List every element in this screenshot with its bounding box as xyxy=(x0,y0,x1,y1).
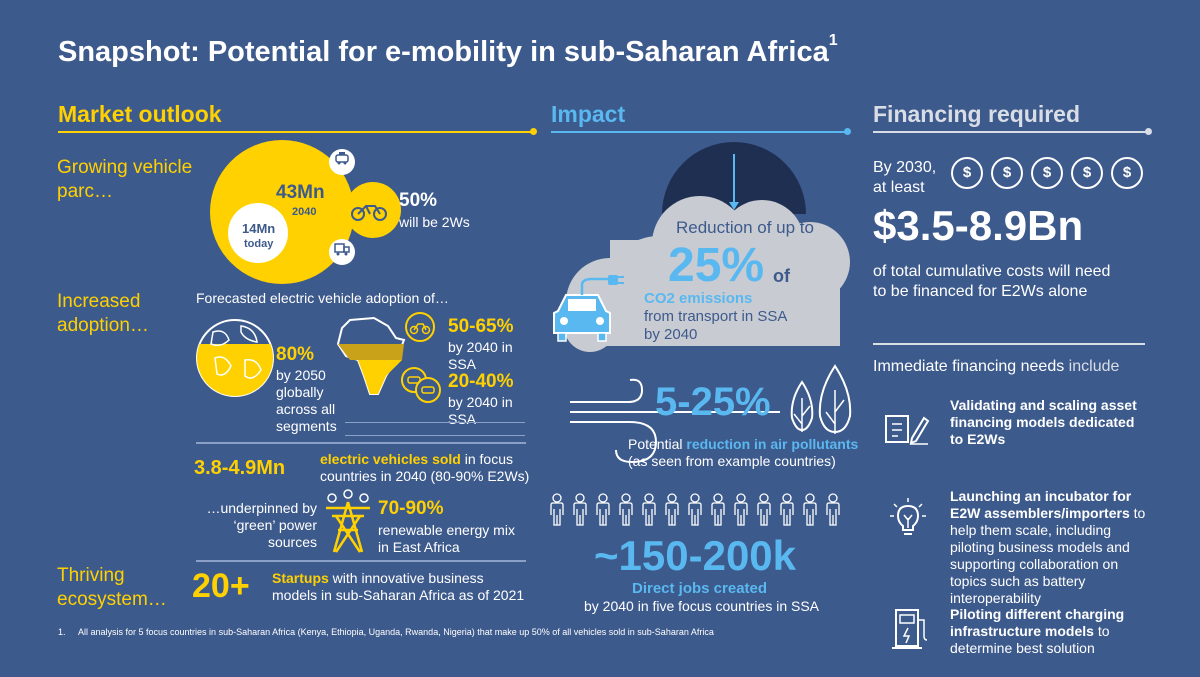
parc-today-label: today xyxy=(244,238,274,250)
cars-circle-icon xyxy=(401,367,441,403)
financing-text1: of total cumulative costs will need xyxy=(873,263,1111,280)
startups-text: Startups with innovative business models… xyxy=(272,570,525,603)
two-wheeler-share: 50% xyxy=(399,190,438,211)
ssa-other-adoption-text: by 2040 in SSA xyxy=(448,394,513,427)
motorbike-icon xyxy=(351,198,387,227)
co2-line1: Reduction of up to xyxy=(676,218,814,237)
thriving-ecosystem-label: Thriving ecosystem… xyxy=(57,565,167,610)
financing-item-1: Validating and scaling asset financing m… xyxy=(950,397,1137,447)
immediate-needs-heading: Immediate financing needs include xyxy=(873,358,1120,375)
two-wheeler-share-label: will be 2Ws xyxy=(399,214,470,230)
financing-item-3: Piloting different charging infrastructu… xyxy=(950,606,1125,656)
dollar-coin-icon: $ xyxy=(951,157,983,189)
taxi-icon xyxy=(334,151,350,170)
jobs-highlight: Direct jobs created xyxy=(632,580,768,597)
ssa-2w-adoption-value: 50-65% xyxy=(448,316,514,337)
co2-line3: from transport in SSA xyxy=(644,308,788,325)
electric-car-icon xyxy=(553,275,624,342)
global-adoption-value: 80% xyxy=(276,344,315,365)
co2-cloud-graphic xyxy=(564,142,850,352)
jobs-text: by 2040 in five focus countries in SSA xyxy=(584,598,820,614)
people-row xyxy=(549,493,849,529)
ssa-2w-adoption-text: by 2040 in SSA xyxy=(448,339,513,372)
financing-at-least: at least xyxy=(873,179,925,196)
market-divider-2 xyxy=(196,560,526,562)
dollar-coin-icon: $ xyxy=(991,157,1023,189)
market-divider-1 xyxy=(196,442,526,444)
financing-by-year: By 2030, xyxy=(873,159,937,176)
market-outlook-header: Market outlook xyxy=(58,101,222,127)
renewable-mix-text: renewable energy mix in East Africa xyxy=(378,522,515,555)
increased-adoption-label: Increased adoption… xyxy=(57,291,149,336)
dollar-coin-icon: $ xyxy=(1031,157,1063,189)
charging-station-icon xyxy=(892,609,928,649)
person-icon xyxy=(596,493,610,526)
jobs-value: ~150-200k xyxy=(594,532,797,579)
parc-2040-value: 43Mn xyxy=(276,182,325,203)
person-icon xyxy=(619,493,633,526)
person-icon xyxy=(803,493,817,526)
market-outlook-rule-dot xyxy=(530,128,537,135)
startups-value: 20+ xyxy=(192,567,250,605)
impact-rule-dot xyxy=(844,128,851,135)
person-icon xyxy=(734,493,748,526)
ev-sold-text: electric vehicles sold in focus countrie… xyxy=(320,451,530,484)
person-icon xyxy=(688,493,702,526)
person-icon xyxy=(711,493,725,526)
person-icon xyxy=(757,493,771,526)
africa-map-icon xyxy=(336,316,406,395)
person-icon xyxy=(573,493,587,526)
parc-today-value: 14Mn xyxy=(242,221,276,236)
wind-trees-graphic xyxy=(570,364,852,464)
co2-value: 25% xyxy=(668,239,765,292)
person-icon xyxy=(826,493,840,526)
air-pollutants-line2: (as seen from example countries) xyxy=(628,453,836,469)
renewable-mix-value: 70-90% xyxy=(378,498,444,519)
financing-item-2: Launching an incubator for E2W assembler… xyxy=(950,488,1146,606)
market-outlook-rule xyxy=(58,131,533,133)
green-power-label: …underpinned by ‘green’ power sources xyxy=(206,500,317,550)
air-pollutants-text: Potential reduction in air pollutants xyxy=(628,436,859,452)
financing-rule xyxy=(873,131,1149,133)
globe-icon xyxy=(196,319,274,397)
global-adoption-text: by 2050 globally across all segments xyxy=(276,367,337,434)
dollar-coin-icon: $ xyxy=(1111,157,1143,189)
dollar-coin-icon: $ xyxy=(1071,157,1103,189)
person-icon xyxy=(642,493,656,526)
person-icon xyxy=(550,493,564,526)
co2-line4: by 2040 xyxy=(644,326,698,343)
truck-icon xyxy=(334,242,350,261)
footnote-text: All analysis for 5 focus countries in su… xyxy=(78,627,714,637)
air-pollutants-value: 5-25% xyxy=(655,380,771,424)
people-icons xyxy=(550,493,840,526)
financing-divider xyxy=(873,343,1145,345)
person-icon xyxy=(665,493,679,526)
financing-text2: to be financed for E2Ws alone xyxy=(873,283,1088,300)
financing-value: $3.5-8.9Bn xyxy=(873,202,1084,249)
financing-header: Financing required xyxy=(873,101,1081,127)
co2-highlight: CO2 emissions xyxy=(644,290,753,307)
power-tower-icon xyxy=(326,489,370,553)
co2-of: of xyxy=(773,266,790,286)
person-icon xyxy=(780,493,794,526)
document-pen-icon xyxy=(885,415,930,445)
impact-rule xyxy=(551,131,847,133)
lightbulb-icon xyxy=(890,498,926,535)
ssa-other-adoption-value: 20-40% xyxy=(448,371,514,392)
parc-2040-year: 2040 xyxy=(292,206,317,218)
financing-rule-dot xyxy=(1145,128,1152,135)
growing-vehicle-label: Growing vehicle parc… xyxy=(57,157,193,202)
footnote-number: 1. xyxy=(58,627,66,637)
ev-sold-value: 3.8-4.9Mn xyxy=(194,457,286,479)
adoption-intro: Forecasted electric vehicle adoption of… xyxy=(196,290,449,306)
motorbike-circle-icon xyxy=(405,312,435,342)
adoption-deco-lines xyxy=(345,422,525,436)
impact-header: Impact xyxy=(551,101,626,127)
page-title: Snapshot: Potential for e-mobility in su… xyxy=(58,32,838,68)
